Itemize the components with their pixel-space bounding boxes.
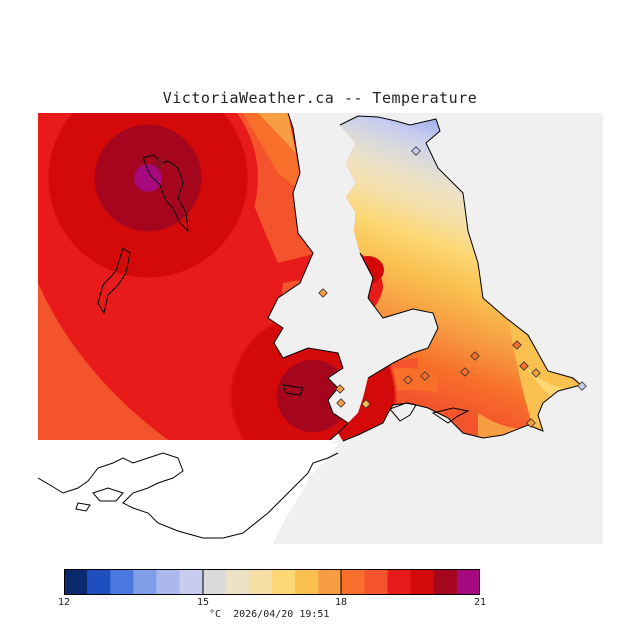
coastlines <box>38 113 583 539</box>
station-marker[interactable] <box>318 288 328 298</box>
station-marker[interactable] <box>361 399 371 409</box>
station-marker[interactable] <box>460 367 470 377</box>
map-title: VictoriaWeather.ca -- Temperature <box>162 89 478 107</box>
colorbar-cell <box>87 569 111 595</box>
colorbar-tick-12: 12 <box>58 597 71 608</box>
colorbar-cell <box>133 569 157 595</box>
colorbar-tick-21: 21 <box>474 597 487 608</box>
colorbar-cell <box>318 569 342 595</box>
colorbar <box>64 569 480 595</box>
station-marker[interactable] <box>411 146 421 156</box>
station-marker[interactable] <box>335 384 345 394</box>
timestamp: 2026/04/20 19:51 <box>233 609 330 620</box>
station-marker[interactable] <box>154 158 164 168</box>
station-marker[interactable] <box>531 368 541 378</box>
colorbar-tick-15: 15 <box>197 597 210 608</box>
colorbar-cell <box>202 569 227 595</box>
colorbar-tick-18: 18 <box>335 597 348 608</box>
station-marker[interactable] <box>470 351 480 361</box>
colorbar-cell <box>387 569 412 595</box>
station-marker[interactable] <box>403 375 413 385</box>
colorbar-cell <box>410 569 435 595</box>
colorbar-cell <box>225 569 250 595</box>
station-marker[interactable] <box>577 381 587 391</box>
colorbar-cell <box>64 569 88 595</box>
station-marker[interactable] <box>336 398 346 408</box>
colorbar-cell <box>295 569 319 595</box>
colorbar-cell <box>179 569 204 595</box>
footer: °C 2026/04/20 19:51 <box>209 609 329 620</box>
temperature-map <box>38 113 603 544</box>
colorbar-cell <box>433 569 458 595</box>
station-marker[interactable] <box>512 340 522 350</box>
station-markers <box>154 146 587 428</box>
colorbar-cell <box>341 569 365 595</box>
colorbar-cell <box>156 569 181 595</box>
station-marker[interactable] <box>519 361 529 371</box>
colorbar-cell <box>248 569 273 595</box>
colorbar-cell <box>364 569 389 595</box>
station-marker[interactable] <box>526 418 536 428</box>
colorbar-cell <box>272 569 296 595</box>
station-marker[interactable] <box>420 371 430 381</box>
unit-label: °C <box>209 609 222 620</box>
mainland-white <box>38 443 338 544</box>
colorbar-cell <box>110 569 134 595</box>
colorbar-cell <box>456 569 480 595</box>
